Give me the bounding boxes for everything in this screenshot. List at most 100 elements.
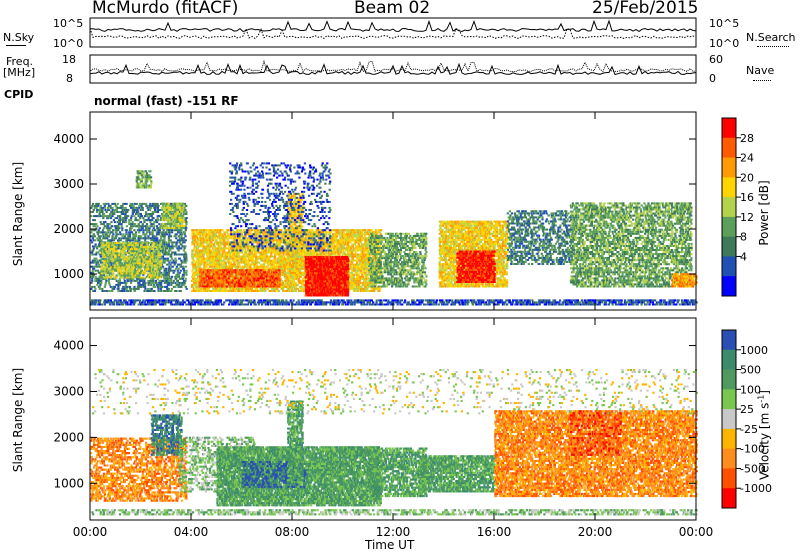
- power-cell: [137, 258, 140, 261]
- power-cell: [160, 274, 163, 277]
- power-cell: [160, 262, 163, 265]
- power-cell: [156, 225, 159, 228]
- power-cell: [124, 242, 127, 245]
- power-cell: [170, 257, 174, 260]
- power-cell: [141, 202, 144, 205]
- power-cell: [125, 217, 128, 220]
- power-cell: [134, 274, 137, 277]
- power-cell: [224, 261, 227, 264]
- power-cell: [162, 231, 165, 234]
- power-cell: [184, 209, 187, 211]
- power-cell: [154, 239, 157, 242]
- power-cell: [112, 272, 115, 275]
- power-cell: [278, 257, 282, 260]
- power-cell: [127, 235, 130, 238]
- power-cell: [196, 263, 199, 266]
- power-cell: [156, 277, 159, 280]
- power-cell: [143, 279, 146, 282]
- power-cell: [125, 260, 128, 263]
- power-cell: [175, 227, 178, 229]
- power-cell: [173, 245, 176, 248]
- power-cell: [133, 211, 136, 213]
- power-cell: [103, 260, 106, 263]
- power-cell: [101, 258, 104, 261]
- power-cell: [138, 239, 141, 242]
- power-cell: [175, 214, 178, 217]
- power-cell: [138, 285, 141, 288]
- power-cell: [109, 215, 112, 218]
- power-cell: [183, 247, 186, 250]
- power-cell: [152, 239, 155, 242]
- nsky-tick-bottom: 10^0: [53, 37, 83, 50]
- power-cell: [101, 229, 105, 232]
- power-cell: [92, 249, 95, 252]
- power-cell: [167, 271, 171, 274]
- power-cell: [214, 233, 217, 236]
- power-cell: [98, 245, 101, 248]
- power-cell: [170, 290, 173, 292]
- power-cell: [183, 202, 187, 205]
- power-cell: [167, 229, 170, 232]
- power-cell: [153, 225, 156, 228]
- power-cell: [184, 239, 187, 242]
- power-cell: [228, 245, 231, 248]
- power-cell: [167, 241, 170, 244]
- power-cell: [115, 283, 118, 286]
- power-cell: [140, 215, 144, 218]
- power-cell: [102, 277, 105, 280]
- power-cell: [107, 250, 110, 253]
- power-cell: [244, 247, 247, 250]
- power-cell: [157, 283, 160, 286]
- power-cell: [127, 209, 130, 211]
- power-cell: [218, 251, 221, 254]
- power-cell: [109, 270, 112, 273]
- power-cell: [96, 233, 100, 236]
- power-cell: [183, 231, 186, 234]
- power-cell: [104, 237, 107, 240]
- power-cell: [90, 229, 93, 232]
- power-cell: [100, 261, 103, 264]
- power-cell: [163, 281, 166, 284]
- power-cell: [159, 242, 162, 245]
- power-cell: [180, 277, 183, 280]
- power-cell: [244, 257, 247, 260]
- power-cell: [151, 202, 155, 205]
- power-cell: [117, 279, 120, 282]
- power-cell: [251, 255, 254, 258]
- power-cell: [135, 242, 138, 245]
- power-cell: [112, 260, 115, 263]
- power-cell: [117, 268, 120, 271]
- power-cell: [112, 274, 115, 277]
- power-cell: [133, 285, 136, 288]
- power-cell: [158, 215, 161, 218]
- power-cell: [157, 209, 160, 211]
- power-cell: [191, 255, 194, 258]
- power-cell: [179, 206, 182, 209]
- power-cell: [129, 248, 133, 251]
- power-cell: [176, 210, 180, 213]
- nsky-tick-top: 10^5: [53, 17, 83, 30]
- power-cell: [108, 246, 111, 249]
- power-cell: [161, 255, 164, 258]
- power-cell: [173, 204, 176, 207]
- power-cell: [91, 251, 94, 254]
- power-cell: [97, 209, 100, 211]
- power-cell: [104, 221, 107, 224]
- power-cell: [284, 279, 287, 282]
- power-cell: [118, 211, 121, 213]
- power-cell: [122, 276, 125, 279]
- power-cell: [132, 237, 135, 240]
- power-cell: [180, 224, 183, 227]
- power-cell: [146, 227, 149, 230]
- power-cell: [171, 241, 174, 244]
- power-cell: [117, 229, 120, 232]
- power-cell: [108, 273, 111, 276]
- power-cell: [237, 247, 240, 250]
- power-cell: [135, 254, 138, 257]
- power-cell: [104, 264, 107, 267]
- power-cell: [109, 266, 112, 269]
- power-cell: [181, 222, 184, 225]
- power-cell: [109, 244, 112, 247]
- power-cell: [111, 202, 114, 205]
- power-cell: [182, 269, 186, 272]
